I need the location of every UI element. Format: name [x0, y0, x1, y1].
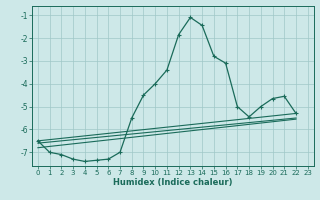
- X-axis label: Humidex (Indice chaleur): Humidex (Indice chaleur): [113, 178, 233, 187]
